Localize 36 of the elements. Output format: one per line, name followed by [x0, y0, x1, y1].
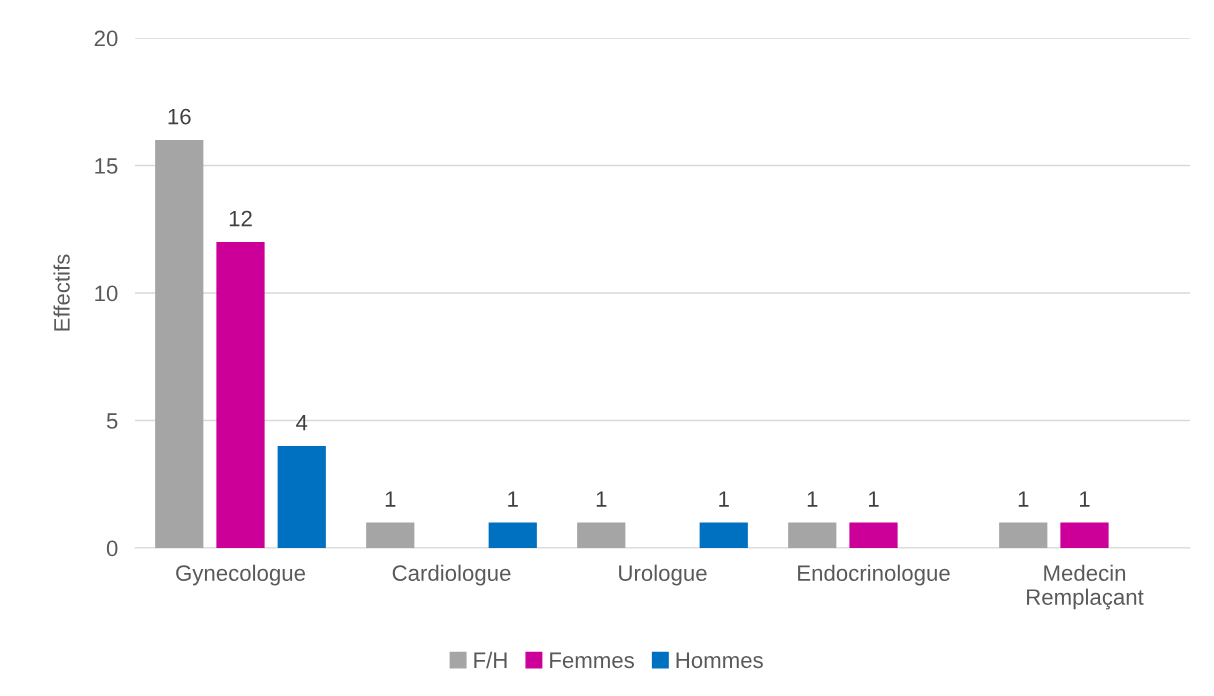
- x-tick-label: Gynecologue: [176, 564, 305, 586]
- bar: [999, 522, 1048, 548]
- y-tick-label: 5: [106, 413, 118, 429]
- data-label: 1: [508, 491, 518, 507]
- bar: [155, 140, 204, 548]
- y-tick-label: 0: [106, 540, 118, 557]
- bar: [1060, 522, 1109, 548]
- y-tick-label: 15: [95, 158, 118, 174]
- bar: [788, 522, 837, 548]
- data-label: 1: [807, 491, 818, 507]
- bar: [699, 522, 748, 548]
- data-label: 1: [869, 491, 879, 507]
- bar: [366, 522, 415, 548]
- data-label: 1: [596, 491, 607, 507]
- data-label: 16: [168, 108, 191, 125]
- data-label: 1: [385, 491, 396, 507]
- data-label: 1: [1018, 491, 1029, 507]
- data-label: 4: [296, 414, 308, 431]
- bar: [277, 446, 326, 548]
- legend-label: Femmes: [550, 652, 634, 669]
- x-tick-label: Endocrinologue: [798, 564, 950, 586]
- bar: [216, 242, 265, 548]
- x-tick-label: Medecin Remplaçant: [1027, 564, 1144, 610]
- y-axis-title: Effectifs: [53, 254, 70, 331]
- bar: [577, 522, 626, 548]
- bar: [849, 522, 898, 548]
- legend-label: F/H: [474, 651, 507, 669]
- x-tick-label: Cardiologue: [392, 564, 511, 586]
- x-tick-label: Urologue: [619, 564, 707, 586]
- data-label: 1: [719, 491, 729, 507]
- data-label: 1: [1080, 491, 1090, 507]
- bar: [488, 522, 537, 548]
- data-label: 12: [229, 210, 252, 227]
- y-tick-label: 20: [94, 30, 118, 47]
- y-tick-label: 10: [95, 285, 118, 302]
- legend-label: Hommes: [676, 652, 763, 669]
